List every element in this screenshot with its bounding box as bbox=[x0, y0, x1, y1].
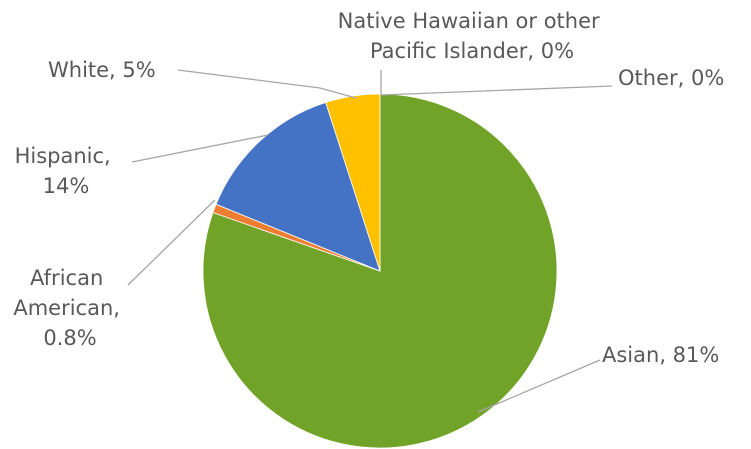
pie-slice-white bbox=[325, 93, 381, 272]
label-african-american-line-2: American, bbox=[13, 296, 120, 320]
label-native-hawaiian-line-2: Pacific Islander, 0% bbox=[370, 39, 574, 63]
pie-slices bbox=[202, 93, 558, 449]
leader-line-african-american bbox=[127, 199, 216, 286]
label-hispanic-line-2: 14% bbox=[43, 174, 90, 198]
data-labels: Native Hawaiian or other Pacific Islande… bbox=[13, 9, 724, 367]
leader-line-asian bbox=[477, 359, 601, 413]
leader-line-other bbox=[380, 85, 613, 96]
leader-lines bbox=[127, 69, 613, 413]
label-hispanic: Hispanic, 14% bbox=[15, 144, 118, 198]
leader-line-white bbox=[177, 69, 357, 99]
label-native-hawaiian: Native Hawaiian or other Pacific Islande… bbox=[338, 9, 607, 63]
label-asian: Asian, 81% bbox=[602, 343, 719, 367]
label-native-hawaiian-line-1: Native Hawaiian or other bbox=[338, 9, 600, 33]
label-african-american-line-3: 0.8% bbox=[43, 326, 96, 350]
label-other: Other, 0% bbox=[618, 66, 724, 90]
label-white: White, 5% bbox=[48, 58, 156, 82]
label-hispanic-line-1: Hispanic, bbox=[15, 144, 111, 168]
label-african-american-line-1: African bbox=[30, 266, 103, 290]
label-african-american: African American, 0.8% bbox=[13, 266, 126, 350]
leader-line-hispanic bbox=[131, 134, 269, 163]
